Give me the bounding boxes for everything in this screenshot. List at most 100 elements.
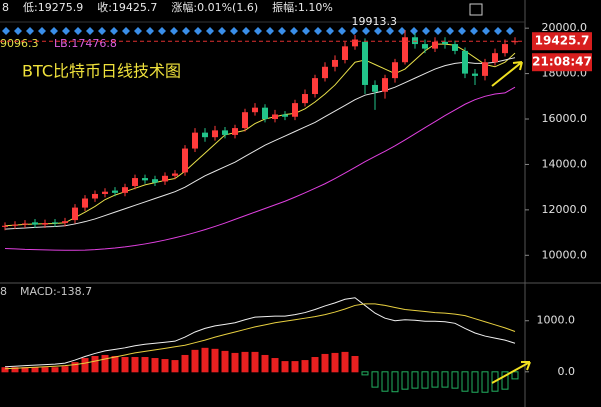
candle-body (452, 44, 458, 51)
macd-bar (281, 361, 289, 373)
candle-body (502, 44, 508, 54)
marker-diamond (158, 27, 166, 35)
macd-bar (1, 367, 9, 373)
candle-body (292, 103, 298, 117)
macd-bar (491, 371, 499, 392)
marker-diamond (506, 27, 514, 35)
macd-bar (501, 371, 509, 390)
macd-bar (291, 361, 299, 373)
marker-diamond (410, 27, 418, 35)
candle-body (142, 178, 148, 181)
macd-bar (111, 355, 119, 373)
candle-body (52, 222, 58, 224)
candle-body (372, 84, 378, 92)
macd-bar (41, 367, 49, 373)
candle-body (312, 78, 318, 95)
macd-label: MACD:-138.7 (20, 285, 92, 298)
marker-diamond (134, 27, 142, 35)
marker-diamond (494, 27, 502, 35)
macd-bar (511, 371, 519, 380)
marker-diamond (242, 27, 250, 35)
macd-bar (61, 366, 69, 373)
arrow (491, 361, 531, 384)
macd-bar (21, 367, 29, 373)
candle-body (272, 114, 278, 120)
macd-bar (71, 362, 79, 373)
y-tick-label: 1000.0 (537, 314, 576, 327)
candle-body (362, 41, 368, 85)
marker-diamond (146, 27, 154, 35)
candle-body (492, 53, 498, 63)
marker-diamond (38, 27, 46, 35)
marker-diamond (122, 27, 130, 35)
marker-diamond (254, 27, 262, 35)
macd-bar (201, 347, 209, 373)
price-box (532, 32, 592, 51)
marker-diamond (482, 27, 490, 35)
macd-bar (321, 353, 329, 373)
ma-line (4, 43, 516, 227)
candle-body (432, 41, 438, 49)
info-text: 振幅:1.10% (272, 0, 333, 14)
candle-body (172, 173, 178, 176)
macd-bar (341, 351, 349, 373)
macd-bar (251, 351, 259, 373)
chart-title: BTC比特币日线技术图 (22, 62, 181, 81)
candle-body (212, 130, 218, 138)
candle-body (42, 223, 48, 225)
macd-bar (161, 359, 169, 373)
info-text: 收:19425.7 (97, 0, 157, 14)
candle-body (62, 221, 68, 224)
candle-body (382, 78, 388, 92)
macd-bar (331, 352, 339, 373)
macd-bar (361, 371, 369, 376)
macd-bar (221, 350, 229, 373)
y-tick-label: 10000.0 (542, 248, 588, 261)
macd-bar (371, 371, 379, 388)
candle-body (192, 132, 198, 149)
candle-body (442, 41, 448, 45)
macd-bar (401, 371, 409, 390)
dea-line (4, 303, 516, 370)
marker-diamond (350, 27, 358, 35)
macd-bar (151, 358, 159, 373)
macd-bar (451, 371, 459, 389)
macd-bar (141, 357, 149, 373)
candle-body (302, 94, 308, 104)
candle-body (222, 130, 228, 135)
candle-body (422, 44, 428, 49)
marker-diamond (218, 27, 226, 35)
candle-body (182, 148, 188, 173)
macd-label: 8 (0, 285, 7, 298)
marker-diamond (278, 27, 286, 35)
macd-bar (261, 354, 269, 373)
candle-body (82, 198, 88, 208)
marker-diamond (266, 27, 274, 35)
macd-bar (431, 371, 439, 388)
macd-bar (211, 348, 219, 373)
marker-diamond (194, 27, 202, 35)
candle-body (12, 224, 18, 226)
macd-bar (421, 371, 429, 389)
peak-label: 19913.3 (352, 15, 398, 28)
marker-diamond (458, 27, 466, 35)
macd-bar (481, 371, 489, 393)
marker-diamond (314, 27, 322, 35)
macd-bar (441, 371, 449, 388)
candle-body (122, 187, 128, 193)
info-text: 8 (2, 1, 9, 14)
marker-diamond (302, 27, 310, 35)
candle-body (202, 132, 208, 138)
macd-bar (381, 371, 389, 392)
candle-body (402, 37, 408, 63)
marker-diamond (290, 27, 298, 35)
marker-diamond (470, 27, 478, 35)
macd-bar (51, 367, 59, 373)
macd-bar (461, 371, 469, 392)
marker-diamond (170, 27, 178, 35)
marker-diamond (110, 27, 118, 35)
marker-diamond (386, 27, 394, 35)
candle-body (462, 50, 468, 74)
candle-body (112, 190, 118, 193)
